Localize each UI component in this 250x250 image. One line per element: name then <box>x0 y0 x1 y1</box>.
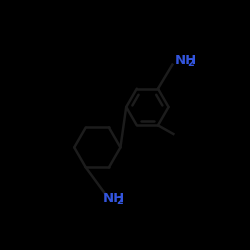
Text: NH: NH <box>174 54 197 67</box>
Text: 2: 2 <box>116 196 122 206</box>
Text: 2: 2 <box>187 58 194 68</box>
Text: NH: NH <box>103 192 125 205</box>
